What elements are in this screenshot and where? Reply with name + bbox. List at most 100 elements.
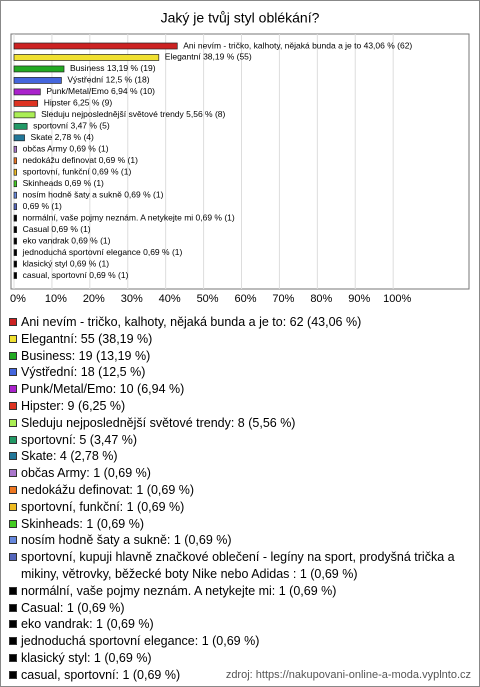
bar-label: sportovní 3,47 % (5) <box>33 121 110 131</box>
legend-swatch <box>9 553 17 562</box>
legend-swatch <box>9 620 17 629</box>
x-tick-label: 0% <box>10 293 26 305</box>
x-tick-label: 30% <box>121 293 143 305</box>
legend-label: jednoduchá sportovní elegance: 1 (0,69 %… <box>21 634 260 649</box>
legend-label: sportovní: 5 (3,47 %) <box>21 432 138 447</box>
bar <box>13 77 62 84</box>
legend-label: Business: 19 (13,19 %) <box>21 348 151 363</box>
bar-label: nosím hodně šaty a sukně 0,69 % (1) <box>23 189 164 199</box>
bar <box>13 54 160 61</box>
bar-label: Business 13,19 % (19) <box>70 63 156 73</box>
bar-label: občas Army 0,69 % (1) <box>23 144 109 154</box>
legend-swatch <box>9 368 17 377</box>
legend-item: casual, sportovní: 1 (0,69 %) <box>9 667 469 684</box>
legend-label: Hipster: 9 (6,25 %) <box>21 398 126 413</box>
legend-swatch <box>9 418 17 427</box>
bar <box>13 203 17 211</box>
legend-label: klasický styl: 1 (0,69 %) <box>21 650 152 665</box>
legend-item: normální, vaše pojmy neznám. A netykejte… <box>9 583 469 600</box>
legend-item: Výstřední: 18 (12,5 %) <box>9 364 469 381</box>
legend-item: Elegantní: 55 (38,19 %) <box>9 331 469 348</box>
x-tick-label: 50% <box>197 293 219 305</box>
bar <box>13 111 36 119</box>
bar-label: Punk/Metal/Emo 6,94 % (10) <box>46 86 155 96</box>
bar-label: 0,69 % (1) <box>23 201 62 211</box>
x-tick-label: 10% <box>45 293 67 305</box>
source: zdroj: https://nakupovani-online-a-moda.… <box>225 669 471 681</box>
bar <box>13 260 17 268</box>
legend-label: Výstřední: 18 (12,5 %) <box>21 365 146 380</box>
legend-item: sportovní, kupuji hlavně značkové obleče… <box>9 549 469 583</box>
x-tick-label: 20% <box>83 293 105 305</box>
legend-label: normální, vaše pojmy neznám. A netykejte… <box>21 583 337 598</box>
legend-label: Skinheads: 1 (0,69 %) <box>21 516 144 531</box>
legend-item: občas Army: 1 (0,69 %) <box>9 465 469 482</box>
bar-label: Skate 2,78 % (4) <box>31 132 94 142</box>
bar-label: sportovní, funkční 0,69 % (1) <box>23 166 132 176</box>
legend-item: klasický styl: 1 (0,69 %) <box>9 650 469 667</box>
legend-item: eko vandrak: 1 (0,69 %) <box>9 616 469 633</box>
legend-label: Casual: 1 (0,69 %) <box>21 600 125 615</box>
bar-label: Ani nevím - tričko, kalhoty, nějaká bund… <box>183 40 412 50</box>
bar-label: normální, vaše pojmy neznám. A netykejte… <box>23 212 235 222</box>
bar <box>13 157 17 165</box>
legend-swatch <box>9 385 17 394</box>
bar <box>13 134 25 142</box>
legend-label: sportovní, kupuji hlavně značkové obleče… <box>21 550 455 581</box>
legend-item: Sleduju nejposlednější světové trendy: 8… <box>9 415 469 432</box>
legend-item: Skate: 4 (2,78 %) <box>9 448 469 465</box>
x-tick-label: 90% <box>348 293 370 305</box>
bar-label: Elegantní 38,19 % (55) <box>165 52 252 62</box>
bar <box>13 237 17 245</box>
legend-label: občas Army: 1 (0,69 %) <box>21 466 151 481</box>
x-tick-label: 40% <box>159 293 181 305</box>
bar <box>13 180 17 188</box>
legend-item: sportovní, funkční: 1 (0,69 %) <box>9 499 469 516</box>
legend-label: Punk/Metal/Emo: 10 (6,94 %) <box>21 382 185 397</box>
bar-label: Výstřední 12,5 % (18) <box>67 75 149 85</box>
legend-item: nedokážu definovat: 1 (0,69 %) <box>9 482 469 499</box>
legend-swatch <box>9 334 17 343</box>
bar <box>13 191 17 199</box>
x-tick-label: 70% <box>272 293 294 305</box>
legend-swatch <box>9 318 17 326</box>
bar <box>13 168 17 176</box>
legend-label: eko vandrak: 1 (0,69 %) <box>21 617 154 632</box>
legend: Ani nevím - tričko, kalhoty, nějaká bund… <box>9 314 469 684</box>
bar <box>13 100 39 107</box>
legend-item: Hipster: 9 (6,25 %) <box>9 398 469 415</box>
legend-label: sportovní, funkční: 1 (0,69 %) <box>21 499 185 514</box>
legend-swatch <box>9 670 17 679</box>
bar-label: eko vandrak 0,69 % (1) <box>23 235 111 245</box>
plot-frame <box>10 33 470 290</box>
legend-swatch <box>9 637 17 646</box>
legend-item: jednoduchá sportovní elegance: 1 (0,69 %… <box>9 633 469 650</box>
legend-swatch <box>9 485 17 494</box>
legend-swatch <box>9 351 17 360</box>
legend-swatch <box>9 519 17 528</box>
bar <box>13 88 41 96</box>
legend-swatch <box>9 536 17 545</box>
bar-label: klasický styl 0,69 % (1) <box>23 258 110 268</box>
bar-label: casual, sportovní 0,69 % (1) <box>23 270 129 280</box>
x-tick-label: 80% <box>310 293 332 305</box>
legend-item: Skinheads: 1 (0,69 %) <box>9 516 469 533</box>
bar-label: jednoduchá sportovní elegance 0,69 % (1) <box>22 247 183 257</box>
bar-label: Hipster 6,25 % (9) <box>44 98 113 108</box>
legend-item: nosím hodně šaty a sukně: 1 (0,69 %) <box>9 532 469 549</box>
bar <box>13 65 65 73</box>
legend-label: nosím hodně šaty a sukně: 1 (0,69 %) <box>21 533 232 548</box>
bar-label: nedokážu definovat 0,69 % (1) <box>23 155 138 165</box>
legend-swatch <box>9 502 17 511</box>
legend-item: Casual: 1 (0,69 %) <box>9 600 469 617</box>
legend-label: Skate: 4 (2,78 %) <box>21 449 118 464</box>
bar <box>13 272 17 279</box>
x-tick-label: 60% <box>234 293 256 305</box>
legend-label: Ani nevím - tričko, kalhoty, nějaká bund… <box>21 315 362 329</box>
x-tick-label: 100% <box>383 293 411 305</box>
legend-swatch <box>9 452 17 461</box>
legend-label: Sleduju nejposlednější světové trendy: 8… <box>21 415 296 430</box>
legend-swatch <box>9 653 17 662</box>
bar <box>13 249 17 256</box>
chart-title: Jaký je tvůj styl oblékání? <box>161 10 320 26</box>
